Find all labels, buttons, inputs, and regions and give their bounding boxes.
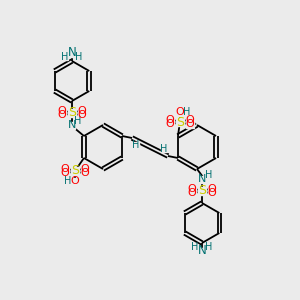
Text: O: O	[166, 119, 174, 129]
Bar	[58, 112, 66, 118]
Bar	[186, 116, 194, 124]
Text: N: N	[198, 174, 206, 184]
Text: N: N	[198, 244, 206, 257]
Text: O: O	[61, 164, 69, 174]
Bar	[206, 244, 212, 250]
Bar	[68, 109, 76, 117]
Text: H: H	[75, 52, 82, 62]
Bar	[199, 176, 206, 182]
Bar	[208, 190, 216, 196]
Text: H: H	[74, 116, 82, 126]
Text: H: H	[61, 52, 69, 62]
Bar	[65, 178, 71, 184]
Text: O: O	[188, 188, 196, 198]
Bar	[176, 109, 183, 116]
Bar	[188, 190, 196, 196]
Bar	[184, 109, 190, 115]
Text: O: O	[58, 106, 66, 116]
Bar	[62, 54, 68, 60]
Text: H: H	[183, 107, 190, 117]
Bar	[78, 107, 86, 115]
Text: H: H	[160, 144, 168, 154]
Text: S: S	[68, 106, 76, 119]
Bar	[176, 118, 184, 126]
Text: O: O	[208, 188, 216, 198]
Text: S: S	[71, 164, 79, 178]
Text: H: H	[205, 170, 213, 180]
Text: S: S	[198, 184, 206, 197]
Bar	[133, 142, 139, 148]
Text: H: H	[132, 140, 140, 150]
Text: O: O	[186, 115, 194, 125]
Text: S: S	[176, 116, 184, 128]
Text: O: O	[81, 168, 89, 178]
Bar	[78, 112, 86, 118]
Bar	[81, 166, 89, 172]
Bar	[71, 167, 79, 175]
Bar	[166, 121, 174, 128]
Bar	[206, 172, 212, 178]
Bar	[199, 248, 206, 254]
Bar	[61, 166, 69, 172]
Text: O: O	[70, 176, 79, 186]
Bar	[58, 107, 66, 115]
Bar	[188, 185, 196, 193]
Text: O: O	[78, 110, 86, 120]
Text: N: N	[68, 120, 76, 130]
Text: O: O	[61, 168, 69, 178]
Text: N: N	[68, 46, 76, 59]
Text: O: O	[81, 164, 89, 174]
Bar	[186, 121, 194, 128]
Text: O: O	[188, 184, 196, 194]
Bar	[208, 185, 216, 193]
Bar	[161, 146, 167, 152]
Bar	[166, 116, 174, 124]
Text: O: O	[208, 184, 216, 194]
Text: H: H	[64, 176, 72, 186]
Text: O: O	[58, 110, 66, 120]
Bar	[198, 187, 206, 195]
Text: H: H	[191, 242, 199, 252]
Text: O: O	[166, 115, 174, 125]
Bar	[76, 54, 82, 60]
Bar	[61, 169, 69, 176]
Bar	[68, 50, 75, 56]
Bar	[81, 169, 89, 176]
Text: O: O	[186, 119, 194, 129]
Text: O: O	[78, 106, 86, 116]
Text: H: H	[205, 242, 213, 252]
Bar	[192, 244, 198, 250]
Bar	[71, 178, 78, 184]
Bar	[68, 122, 75, 128]
Bar	[75, 118, 81, 124]
Text: O: O	[176, 107, 184, 117]
